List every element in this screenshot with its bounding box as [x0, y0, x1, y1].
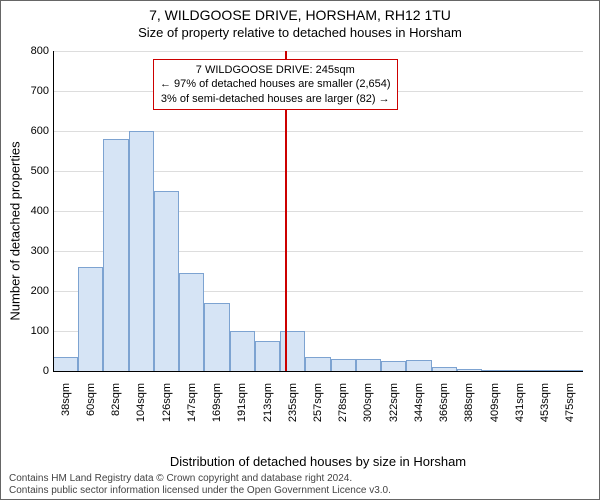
x-tick-label: 147sqm	[186, 383, 198, 422]
y-tick-label: 400	[31, 205, 49, 217]
histogram-bar	[154, 191, 179, 371]
x-tick-label: 366sqm	[438, 383, 450, 422]
footer-attribution: Contains HM Land Registry data © Crown c…	[9, 473, 391, 497]
x-tick-label: 453sqm	[539, 383, 551, 422]
gridline	[53, 51, 583, 52]
y-tick-label: 800	[31, 45, 49, 57]
histogram-bar	[406, 360, 431, 371]
x-tick-label: 278sqm	[337, 383, 349, 422]
histogram-bar	[356, 359, 381, 371]
x-tick-label: 38sqm	[60, 383, 72, 416]
x-tick-label: 169sqm	[211, 383, 223, 422]
chart-subtitle: Size of property relative to detached ho…	[1, 25, 599, 40]
histogram-bar	[381, 361, 406, 371]
chart-container: 7, WILDGOOSE DRIVE, HORSHAM, RH12 1TU Si…	[0, 0, 600, 500]
callout-line-2: ← 97% of detached houses are smaller (2,…	[160, 77, 391, 91]
x-tick-label: 475sqm	[564, 383, 576, 422]
x-tick-label: 257sqm	[312, 383, 324, 422]
histogram-bar	[53, 357, 78, 371]
histogram-bar	[103, 139, 128, 371]
histogram-bar	[179, 273, 204, 371]
x-tick-label: 344sqm	[413, 383, 425, 422]
histogram-bar	[331, 359, 356, 371]
plot-area: 010020030040050060070080038sqm60sqm82sqm…	[53, 51, 583, 421]
histogram-bar	[305, 357, 330, 371]
x-axis-label: Distribution of detached houses by size …	[53, 454, 583, 469]
x-tick-label: 322sqm	[388, 383, 400, 422]
x-tick-label: 82sqm	[110, 383, 122, 416]
y-axis-label: Number of detached properties	[8, 141, 23, 320]
y-tick-label: 700	[31, 85, 49, 97]
x-tick-label: 388sqm	[463, 383, 475, 422]
histogram-bar	[204, 303, 229, 371]
y-tick-label: 200	[31, 285, 49, 297]
y-tick-label: 300	[31, 245, 49, 257]
footer-line-2: Contains public sector information licen…	[9, 485, 391, 497]
callout-box: 7 WILDGOOSE DRIVE: 245sqm← 97% of detach…	[153, 59, 398, 110]
x-tick-label: 213sqm	[262, 383, 274, 422]
histogram-bar	[280, 331, 305, 371]
y-axis-line	[53, 51, 54, 371]
x-tick-label: 431sqm	[514, 383, 526, 422]
x-tick-label: 235sqm	[287, 383, 299, 422]
histogram-bar	[78, 267, 103, 371]
histogram-bar	[255, 341, 280, 371]
histogram-bar	[230, 331, 255, 371]
histogram-bar	[129, 131, 154, 371]
chart-title: 7, WILDGOOSE DRIVE, HORSHAM, RH12 1TU	[1, 7, 599, 23]
x-tick-label: 126sqm	[161, 383, 173, 422]
x-tick-label: 60sqm	[85, 383, 97, 416]
y-tick-label: 100	[31, 325, 49, 337]
x-tick-label: 300sqm	[362, 383, 374, 422]
x-tick-label: 409sqm	[489, 383, 501, 422]
x-tick-label: 104sqm	[135, 383, 147, 422]
y-tick-label: 500	[31, 165, 49, 177]
y-tick-label: 0	[43, 365, 49, 377]
x-axis-line	[53, 371, 583, 372]
x-tick-label: 191sqm	[236, 383, 248, 422]
y-tick-label: 600	[31, 125, 49, 137]
footer-line-1: Contains HM Land Registry data © Crown c…	[9, 473, 391, 485]
callout-line-1: 7 WILDGOOSE DRIVE: 245sqm	[160, 63, 391, 77]
callout-line-3: 3% of semi-detached houses are larger (8…	[160, 92, 391, 106]
